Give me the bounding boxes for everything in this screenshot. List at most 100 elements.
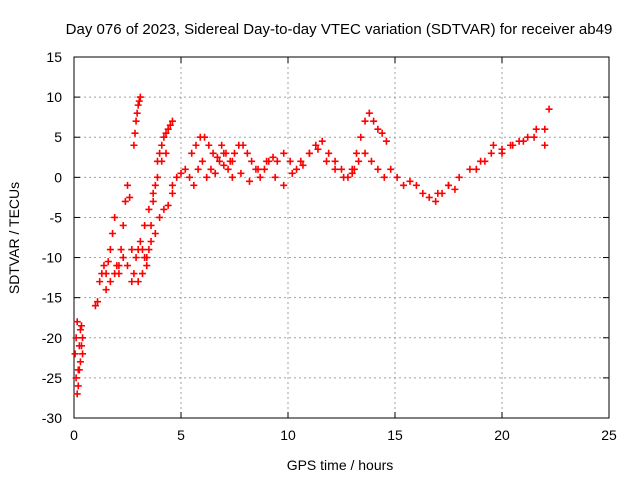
y-axis-label: SDTVAR / TECUs (6, 182, 22, 294)
data-point (355, 157, 363, 165)
x-tick-label: 10 (280, 427, 296, 443)
series-mid-e (188, 133, 277, 181)
data-point (143, 262, 151, 270)
data-point (331, 165, 339, 173)
data-point (132, 117, 140, 125)
data-point (201, 133, 209, 141)
data-point (166, 121, 174, 129)
series-early-steep (71, 318, 87, 398)
data-point (71, 350, 79, 358)
data-point (239, 141, 247, 149)
x-tick-label: 5 (177, 427, 185, 443)
data-point (312, 141, 320, 149)
data-point (158, 141, 166, 149)
data-point (380, 173, 388, 181)
data-point (269, 153, 277, 161)
data-point (102, 270, 110, 278)
y-tick-label: 5 (54, 129, 62, 145)
data-point (207, 165, 215, 173)
data-point (280, 149, 288, 157)
data-point (138, 246, 146, 254)
data-point (245, 177, 253, 185)
data-point (348, 165, 356, 173)
data-point (138, 270, 146, 278)
data-point (149, 197, 157, 205)
data-point (406, 177, 414, 185)
data-point (145, 205, 153, 213)
data-point (153, 173, 161, 181)
data-point (153, 157, 161, 165)
data-point (530, 133, 538, 141)
data-point (79, 350, 87, 358)
data-point (181, 165, 189, 173)
data-point (288, 169, 296, 177)
data-point (145, 246, 153, 254)
data-point (106, 278, 114, 286)
data-point (228, 157, 236, 165)
data-point (419, 189, 427, 197)
data-point (248, 157, 256, 165)
data-point (378, 129, 386, 137)
data-point (305, 149, 313, 157)
data-point (192, 141, 200, 149)
data-point (72, 374, 80, 382)
data-point (168, 117, 176, 125)
data-point (400, 181, 408, 189)
data-point (156, 213, 164, 221)
data-point (515, 137, 523, 145)
data-point (361, 117, 369, 125)
data-point (209, 149, 217, 157)
data-point (254, 165, 262, 173)
data-point (532, 125, 540, 133)
data-point (323, 157, 331, 165)
data-point (445, 181, 452, 189)
data-point (286, 157, 294, 165)
data-point (162, 129, 170, 137)
data-point (151, 181, 159, 189)
data-point (331, 157, 339, 165)
data-point (211, 169, 219, 177)
data-point (224, 165, 232, 173)
series-rise-a (91, 181, 138, 310)
y-tick-label: -30 (42, 410, 62, 426)
series-hump (352, 109, 390, 157)
data-point (297, 157, 305, 165)
data-point (124, 181, 131, 189)
data-point (134, 278, 142, 286)
data-point (79, 334, 87, 342)
data-point (188, 149, 196, 157)
data-point (374, 165, 382, 173)
data-point (126, 193, 134, 201)
data-point (318, 137, 326, 145)
data-point (222, 149, 230, 157)
data-point (434, 189, 442, 197)
data-point (128, 246, 136, 254)
data-point (228, 173, 236, 181)
series-mid-g (273, 137, 358, 181)
data-point (205, 141, 213, 149)
data-point (77, 322, 85, 330)
data-point (451, 185, 459, 193)
y-tick-label: -20 (42, 330, 62, 346)
plot-frame (73, 56, 610, 419)
y-tick-label: -15 (42, 290, 62, 306)
data-point (160, 205, 168, 213)
data-point (135, 97, 143, 105)
data-point (74, 382, 82, 390)
series-upper-c (153, 117, 176, 165)
data-point (387, 165, 395, 173)
data-point (237, 169, 245, 177)
data-point (128, 278, 136, 286)
data-point (382, 137, 390, 145)
data-point (425, 193, 433, 201)
data-point (352, 149, 360, 157)
data-point (147, 238, 155, 246)
data-point (136, 93, 144, 101)
data-point (75, 366, 83, 374)
x-tick-label: 15 (387, 427, 403, 443)
data-point (361, 149, 369, 157)
data-point (338, 165, 345, 173)
data-point (374, 125, 382, 133)
data-point (243, 149, 251, 157)
data-point (77, 342, 85, 350)
